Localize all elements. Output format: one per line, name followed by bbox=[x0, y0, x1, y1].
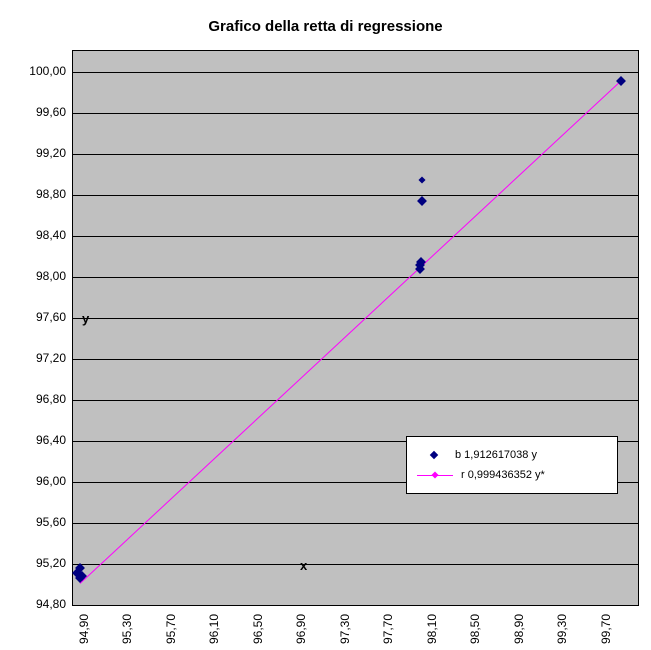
y-tick-label: 97,60 bbox=[26, 310, 66, 324]
y-tick-label: 99,20 bbox=[26, 146, 66, 160]
gridline-horizontal bbox=[73, 277, 638, 278]
legend-item: b 1,912617038 y bbox=[417, 445, 607, 465]
gridline-horizontal bbox=[73, 195, 638, 196]
y-tick-label: 96,40 bbox=[26, 433, 66, 447]
legend-label: r 0,999436352 y* bbox=[461, 469, 545, 481]
y-tick-label: 98,80 bbox=[26, 187, 66, 201]
regression-chart: Grafico della retta di regressione 94,80… bbox=[0, 0, 651, 650]
x-tick-label: 94,90 bbox=[77, 614, 91, 644]
y-tick-label: 97,20 bbox=[26, 351, 66, 365]
y-tick-label: 99,60 bbox=[26, 105, 66, 119]
y-tick-label: 98,00 bbox=[26, 269, 66, 283]
gridline-horizontal bbox=[73, 318, 638, 319]
y-tick-label: 100,00 bbox=[26, 64, 66, 78]
legend-marker-line-icon bbox=[417, 475, 453, 476]
y-tick-label: 96,80 bbox=[26, 392, 66, 406]
x-tick-label: 97,70 bbox=[381, 614, 395, 644]
x-tick-label: 98,50 bbox=[468, 614, 482, 644]
legend-marker-diamond-icon bbox=[430, 451, 438, 459]
gridline-horizontal bbox=[73, 236, 638, 237]
y-tick-label: 95,60 bbox=[26, 515, 66, 529]
gridline-horizontal bbox=[73, 113, 638, 114]
x-tick-label: 96,90 bbox=[294, 614, 308, 644]
gridline-horizontal bbox=[73, 400, 638, 401]
x-tick-label: 97,30 bbox=[338, 614, 352, 644]
x-tick-label: 99,70 bbox=[599, 614, 613, 644]
y-tick-label: 98,40 bbox=[26, 228, 66, 242]
y-tick-label: 94,80 bbox=[26, 597, 66, 611]
x-tick-label: 95,70 bbox=[164, 614, 178, 644]
gridline-horizontal bbox=[73, 523, 638, 524]
legend: b 1,912617038 y r 0,999436352 y* bbox=[406, 436, 618, 494]
gridline-horizontal bbox=[73, 72, 638, 73]
gridline-horizontal bbox=[73, 564, 638, 565]
gridline-horizontal bbox=[73, 359, 638, 360]
x-tick-label: 98,10 bbox=[425, 614, 439, 644]
y-axis-label: y bbox=[82, 311, 89, 326]
gridline-horizontal bbox=[73, 154, 638, 155]
chart-title: Grafico della retta di regressione bbox=[0, 18, 651, 35]
x-tick-label: 96,10 bbox=[207, 614, 221, 644]
x-tick-label: 99,30 bbox=[555, 614, 569, 644]
gridline-horizontal bbox=[73, 605, 638, 606]
y-tick-label: 95,20 bbox=[26, 556, 66, 570]
x-axis-label: x bbox=[300, 558, 307, 573]
y-tick-label: 96,00 bbox=[26, 474, 66, 488]
legend-item: r 0,999436352 y* bbox=[417, 465, 607, 485]
x-tick-label: 95,30 bbox=[120, 614, 134, 644]
x-tick-label: 98,90 bbox=[512, 614, 526, 644]
legend-label: b 1,912617038 y bbox=[455, 449, 537, 461]
x-tick-label: 96,50 bbox=[251, 614, 265, 644]
